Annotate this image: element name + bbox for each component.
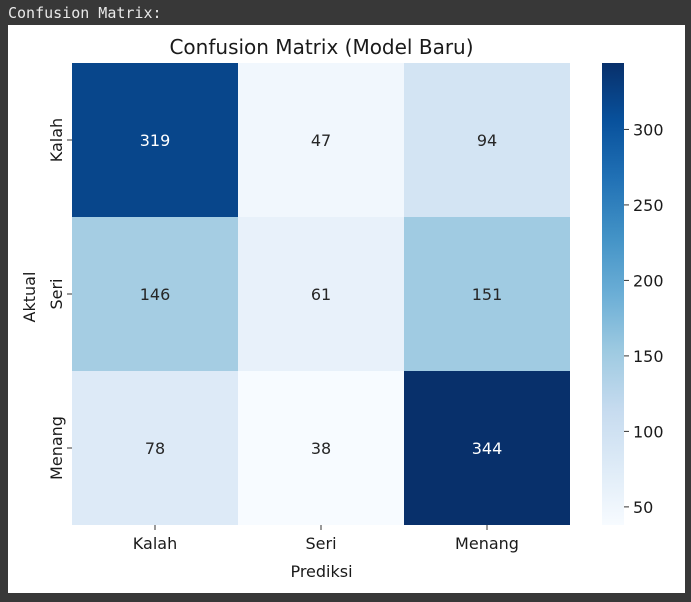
cell-value-label: 344 (472, 439, 503, 458)
chart-title: Confusion Matrix (Model Baru) (169, 35, 473, 59)
cell-value-label: 78 (145, 439, 165, 458)
confusion-matrix-chart: Confusion Matrix (Model Baru) 319 47 94 146… (20, 35, 664, 581)
heatmap-cell (72, 371, 238, 525)
cell-value-label: 94 (477, 131, 497, 150)
cell-value-label: 38 (311, 439, 331, 458)
heatmap-cell (72, 217, 238, 371)
cell-value-label: 47 (311, 131, 331, 150)
colorbar-tick-label: 300 (633, 120, 664, 139)
y-tick-label: Seri (47, 278, 66, 309)
x-tick-label: Seri (305, 534, 336, 553)
x-tick-label: Menang (455, 534, 519, 553)
cell-value-label: 319 (140, 131, 171, 150)
colorbar-tick-label: 150 (633, 347, 664, 366)
cell-value-label: 61 (311, 285, 331, 304)
y-axis-label: Aktual (20, 272, 39, 323)
colorbar (602, 63, 624, 525)
y-tick-label: Kalah (47, 118, 66, 162)
chart-figure: Confusion Matrix (Model Baru) 319 47 94 146… (8, 25, 685, 593)
heatmap-cell (238, 371, 404, 525)
cell-value-label: 151 (472, 285, 503, 304)
colorbar-tick-label: 250 (633, 196, 664, 215)
heatmap-cell (404, 371, 570, 525)
colorbar-tick-label: 200 (633, 271, 664, 290)
heatmap-cell (238, 217, 404, 371)
colorbar-tick-label: 100 (633, 422, 664, 441)
heatmap-cell (404, 63, 570, 217)
colorbar-tick-label: 50 (633, 498, 653, 517)
heatmap-cell (72, 63, 238, 217)
heatmap-cell (404, 217, 570, 371)
heatmap-cell (238, 63, 404, 217)
x-tick-label: Kalah (133, 534, 177, 553)
output-label: Confusion Matrix: (8, 4, 162, 22)
x-axis-label: Prediksi (290, 562, 352, 581)
cell-value-label: 146 (140, 285, 171, 304)
y-tick-label: Menang (47, 416, 66, 480)
